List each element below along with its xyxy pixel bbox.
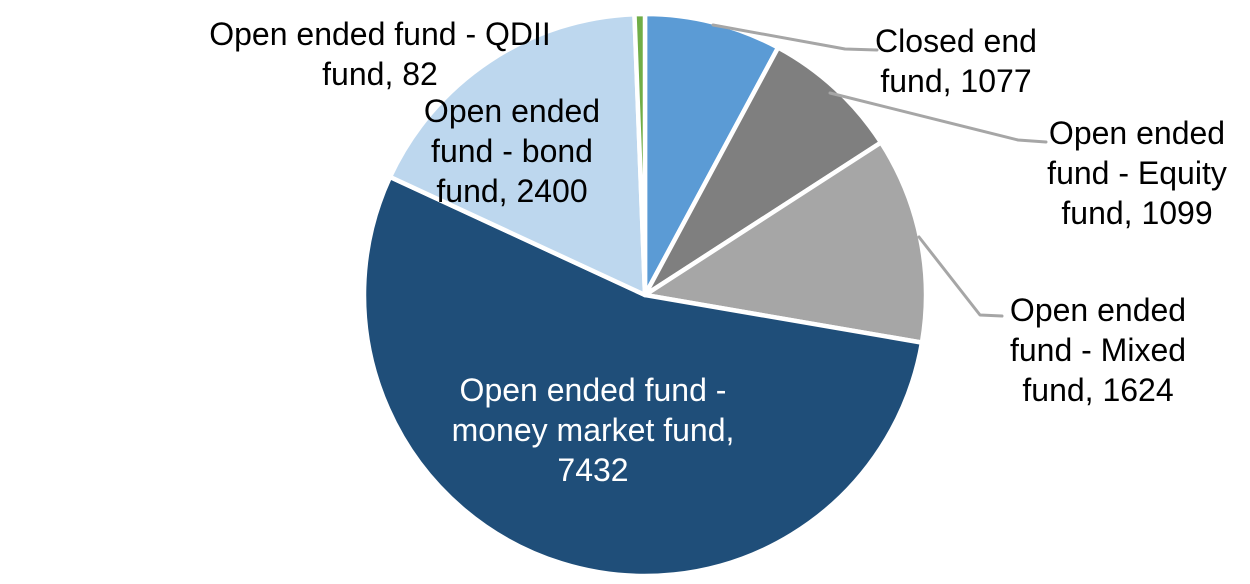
leader-line-open-ended-fund-equity-fund	[828, 91, 1048, 144]
pie-slice-open-ended-fund-bond-fund	[387, 11, 648, 298]
leader-line-open-ended-fund-mixed-fund	[917, 235, 1004, 318]
pie-slice-open-ended-fund-money-market-fund	[361, 174, 925, 579]
leader-line-closed-end-fund	[711, 23, 879, 52]
pie-slice-open-ended-fund-qdii-fund	[632, 11, 648, 298]
pie-slice-open-ended-fund-equity-fund	[642, 45, 884, 298]
pie-slice-closed-end-fund	[642, 11, 781, 298]
